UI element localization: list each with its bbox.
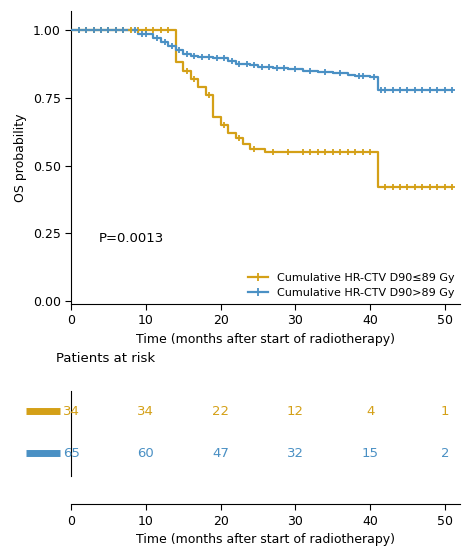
Text: 22: 22 [212, 404, 229, 418]
Y-axis label: OS probability: OS probability [14, 113, 27, 202]
Text: 34: 34 [63, 404, 80, 418]
Text: Patients at risk: Patients at risk [55, 352, 155, 364]
Legend: Cumulative HR-CTV D90≤89 Gy, Cumulative HR-CTV D90>89 Gy: Cumulative HR-CTV D90≤89 Gy, Cumulative … [248, 273, 454, 298]
Text: 15: 15 [362, 447, 379, 460]
Text: 4: 4 [366, 404, 374, 418]
Text: 34: 34 [137, 404, 154, 418]
Text: P=0.0013: P=0.0013 [98, 232, 164, 246]
Text: 60: 60 [137, 447, 154, 460]
Text: 12: 12 [287, 404, 304, 418]
Text: 2: 2 [440, 447, 449, 460]
Text: 65: 65 [63, 447, 80, 460]
X-axis label: Time (months after start of radiotherapy): Time (months after start of radiotherapy… [136, 533, 395, 546]
Text: 32: 32 [287, 447, 304, 460]
Text: 1: 1 [440, 404, 449, 418]
Text: 47: 47 [212, 447, 229, 460]
X-axis label: Time (months after start of radiotherapy): Time (months after start of radiotherapy… [136, 333, 395, 346]
